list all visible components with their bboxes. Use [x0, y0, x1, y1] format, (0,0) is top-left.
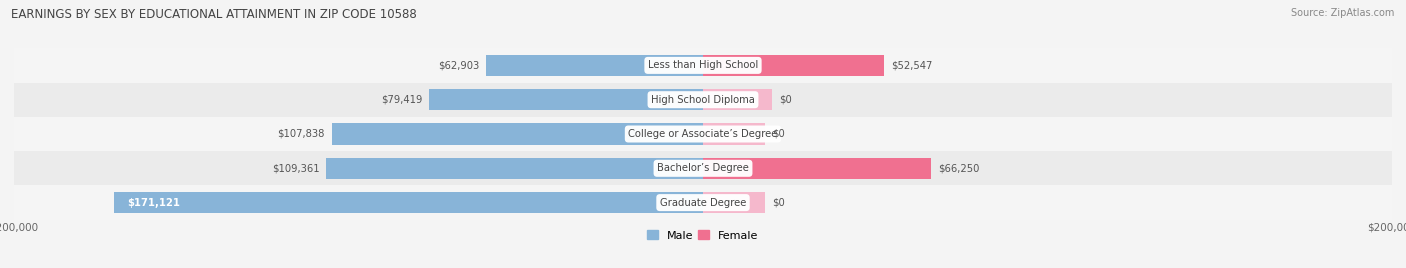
Text: $0: $0	[772, 198, 785, 208]
Bar	[14, 185, 1392, 220]
Bar	[332, 123, 703, 145]
Text: Less than High School: Less than High School	[648, 60, 758, 70]
Text: $79,419: $79,419	[381, 95, 423, 105]
Text: $171,121: $171,121	[128, 198, 180, 208]
Text: $109,361: $109,361	[271, 163, 319, 173]
Bar	[14, 117, 1392, 151]
Bar	[14, 83, 1392, 117]
Text: Graduate Degree: Graduate Degree	[659, 198, 747, 208]
Text: $62,903: $62,903	[439, 60, 479, 70]
Bar	[486, 55, 703, 76]
Bar	[429, 89, 703, 110]
Bar	[703, 123, 765, 145]
Bar	[703, 158, 931, 179]
Bar	[326, 158, 703, 179]
Text: $0: $0	[772, 129, 785, 139]
Text: $0: $0	[779, 95, 792, 105]
Bar	[14, 48, 1392, 83]
Text: EARNINGS BY SEX BY EDUCATIONAL ATTAINMENT IN ZIP CODE 10588: EARNINGS BY SEX BY EDUCATIONAL ATTAINMEN…	[11, 8, 418, 21]
Bar	[703, 192, 765, 213]
Text: High School Diploma: High School Diploma	[651, 95, 755, 105]
Bar	[703, 89, 772, 110]
Legend: Male, Female: Male, Female	[643, 226, 763, 245]
Text: $52,547: $52,547	[891, 60, 932, 70]
Text: $107,838: $107,838	[277, 129, 325, 139]
Bar	[114, 192, 703, 213]
Text: Bachelor’s Degree: Bachelor’s Degree	[657, 163, 749, 173]
Bar	[14, 151, 1392, 185]
Bar	[703, 55, 884, 76]
Text: College or Associate’s Degree: College or Associate’s Degree	[628, 129, 778, 139]
Text: Source: ZipAtlas.com: Source: ZipAtlas.com	[1291, 8, 1395, 18]
Text: $66,250: $66,250	[938, 163, 980, 173]
